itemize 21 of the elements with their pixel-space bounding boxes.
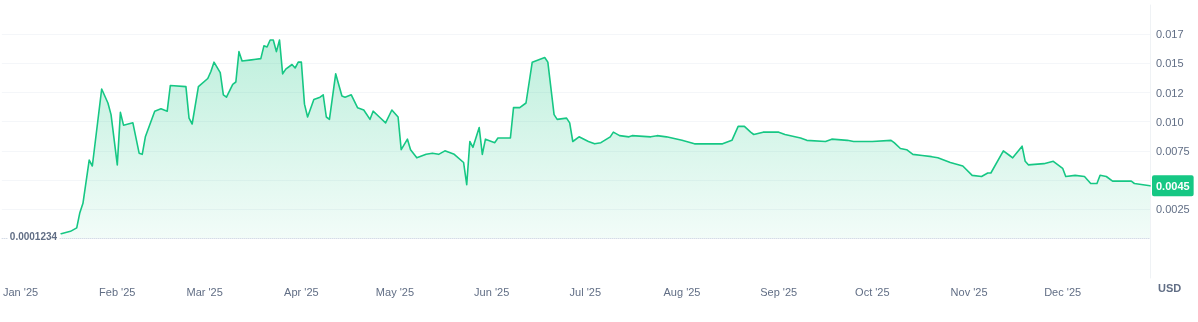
x-tick-label: Nov '25 [950,285,988,298]
x-tick-label: Oct '25 [855,285,890,298]
y-tick-label: 0.010 [1156,115,1184,128]
y-tick-label: 0.012 [1156,86,1184,99]
annotation: 0.0045 [1156,179,1190,192]
x-tick-label: Feb '25 [99,285,136,298]
x-tick-label: Apr '25 [284,285,319,298]
x-tick-label: Jun '25 [474,285,510,298]
x-tick-label: Jan '25 [2,285,39,298]
y-tick-label: 0.0075 [1156,144,1190,157]
x-tick-label: Aug '25 [663,285,701,298]
x-tick-label: Jul '25 [569,285,602,298]
y-tick-label: 0.0025 [1156,203,1190,216]
x-tick-label: Sep '25 [760,285,798,298]
y-tick-label: 0.017 [1156,28,1184,41]
x-tick-label: May '25 [375,285,415,298]
ref-line-label: 0.0001234 [9,231,58,243]
x-tick-label: Dec '25 [1044,285,1082,298]
x-tick-label: Mar '25 [186,285,223,298]
y-tick-label: 0.015 [1156,57,1184,70]
y-axis-title: USD [1158,281,1182,294]
